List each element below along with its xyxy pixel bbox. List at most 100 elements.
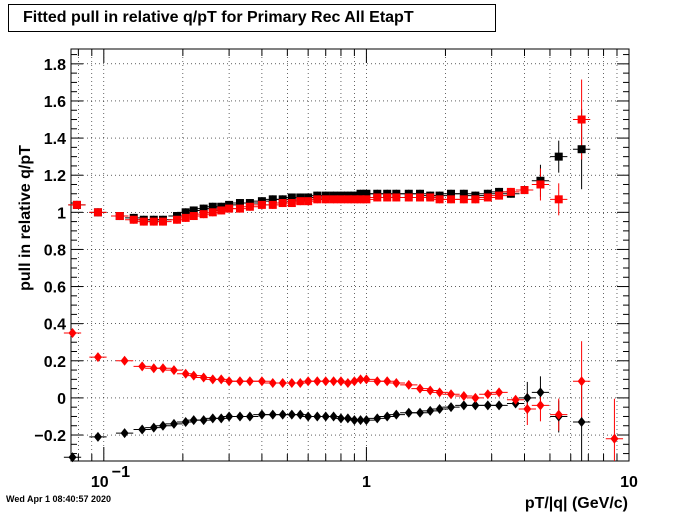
marker-diamond: [373, 376, 382, 387]
chart-title-text: Fitted pull in relative q/pT for Primary…: [23, 9, 414, 26]
marker-square: [447, 189, 456, 198]
marker-diamond: [471, 392, 480, 403]
marker-square: [321, 195, 330, 204]
marker-diamond: [235, 411, 244, 422]
marker-diamond: [495, 387, 504, 398]
marker-square: [225, 204, 234, 213]
marker-diamond: [245, 411, 254, 422]
marker-diamond: [68, 452, 77, 463]
y-tick-label: 0.4: [44, 317, 66, 334]
marker-diamond: [313, 411, 322, 422]
marker-diamond: [189, 415, 198, 426]
marker-diamond: [523, 404, 532, 415]
y-tick-label: 1.2: [44, 168, 66, 185]
marker-square: [235, 204, 244, 213]
marker-square: [343, 195, 352, 204]
marker-square: [245, 202, 254, 211]
y-tick-label: 0.2: [44, 354, 66, 371]
marker-square: [208, 202, 217, 211]
marker-diamond: [321, 376, 330, 387]
marker-diamond: [235, 376, 244, 387]
marker-diamond: [181, 368, 190, 379]
marker-diamond: [350, 376, 359, 387]
marker-diamond: [392, 409, 401, 420]
marker-diamond: [199, 372, 208, 383]
marker-diamond: [373, 413, 382, 424]
marker-square: [181, 213, 190, 222]
marker-diamond: [268, 378, 277, 389]
marker-diamond: [278, 378, 287, 389]
marker-square: [447, 195, 456, 204]
marker-square: [72, 200, 81, 209]
marker-square: [208, 208, 217, 217]
marker-diamond: [483, 389, 492, 400]
marker-square: [362, 189, 371, 198]
marker-square: [235, 199, 244, 208]
y-tick-label: 0.8: [44, 242, 66, 259]
marker-diamond: [217, 374, 226, 385]
marker-diamond: [181, 417, 190, 428]
marker-square: [129, 215, 138, 224]
marker-square: [356, 195, 365, 204]
marker-square: [287, 199, 296, 208]
marker-diamond: [511, 394, 520, 405]
marker-diamond: [404, 379, 413, 390]
marker-diamond: [536, 387, 545, 398]
marker-diamond: [577, 417, 586, 428]
tick-labels: 10−11 10−0.200.20.40.60.811.21.41.61.8: [34, 57, 638, 491]
marker-diamond: [362, 374, 371, 385]
grid: [71, 49, 630, 461]
marker-square: [577, 115, 586, 124]
marker-diamond: [447, 402, 456, 413]
marker-diamond: [536, 400, 545, 411]
y-tick-label: 0: [57, 391, 66, 408]
marker-diamond: [416, 383, 425, 394]
y-tick-label: 1.8: [44, 57, 66, 74]
marker-diamond: [336, 376, 345, 387]
marker-square: [217, 206, 226, 215]
marker-square: [373, 193, 382, 202]
marker-diamond: [471, 400, 480, 411]
marker-diamond: [120, 355, 129, 366]
marker-diamond: [554, 409, 563, 420]
marker-diamond: [138, 361, 147, 372]
marker-square: [268, 200, 277, 209]
marker-square: [426, 193, 435, 202]
marker-diamond: [208, 374, 217, 385]
marker-diamond: [392, 378, 401, 389]
marker-square: [199, 210, 208, 219]
x-tick-label: 10: [620, 474, 638, 491]
marker-diamond: [304, 411, 313, 422]
marker-square: [459, 189, 468, 198]
marker-diamond: [447, 389, 456, 400]
marker-diamond: [329, 411, 338, 422]
marker-square: [356, 189, 365, 198]
marker-square: [392, 193, 401, 202]
marker-diamond: [610, 433, 619, 444]
timestamp: Wed Apr 1 08:40:57 2020: [6, 494, 112, 504]
marker-diamond: [268, 409, 277, 420]
marker-diamond: [435, 387, 444, 398]
marker-diamond: [336, 413, 345, 424]
marker-square: [536, 180, 545, 189]
marker-diamond: [426, 385, 435, 396]
marker-diamond: [356, 374, 365, 385]
marker-square: [199, 204, 208, 213]
chart-title: Fitted pull in relative q/pT for Primary…: [8, 4, 496, 32]
marker-diamond: [257, 376, 266, 387]
marker-diamond: [383, 376, 392, 387]
marker-square: [268, 195, 277, 204]
marker-diamond: [287, 409, 296, 420]
marker-diamond: [523, 392, 532, 403]
marker-diamond: [149, 363, 158, 374]
marker-diamond: [287, 378, 296, 389]
x-tick-label: 1: [362, 474, 371, 491]
marker-square: [362, 195, 371, 204]
marker-diamond: [225, 411, 234, 422]
marker-square: [506, 187, 515, 196]
marker-diamond: [257, 409, 266, 420]
x-axis-title: pT/|q| (GeV/c): [525, 495, 628, 512]
marker-square: [189, 206, 198, 215]
y-axis-title: pull in relative q/pT: [17, 145, 34, 291]
